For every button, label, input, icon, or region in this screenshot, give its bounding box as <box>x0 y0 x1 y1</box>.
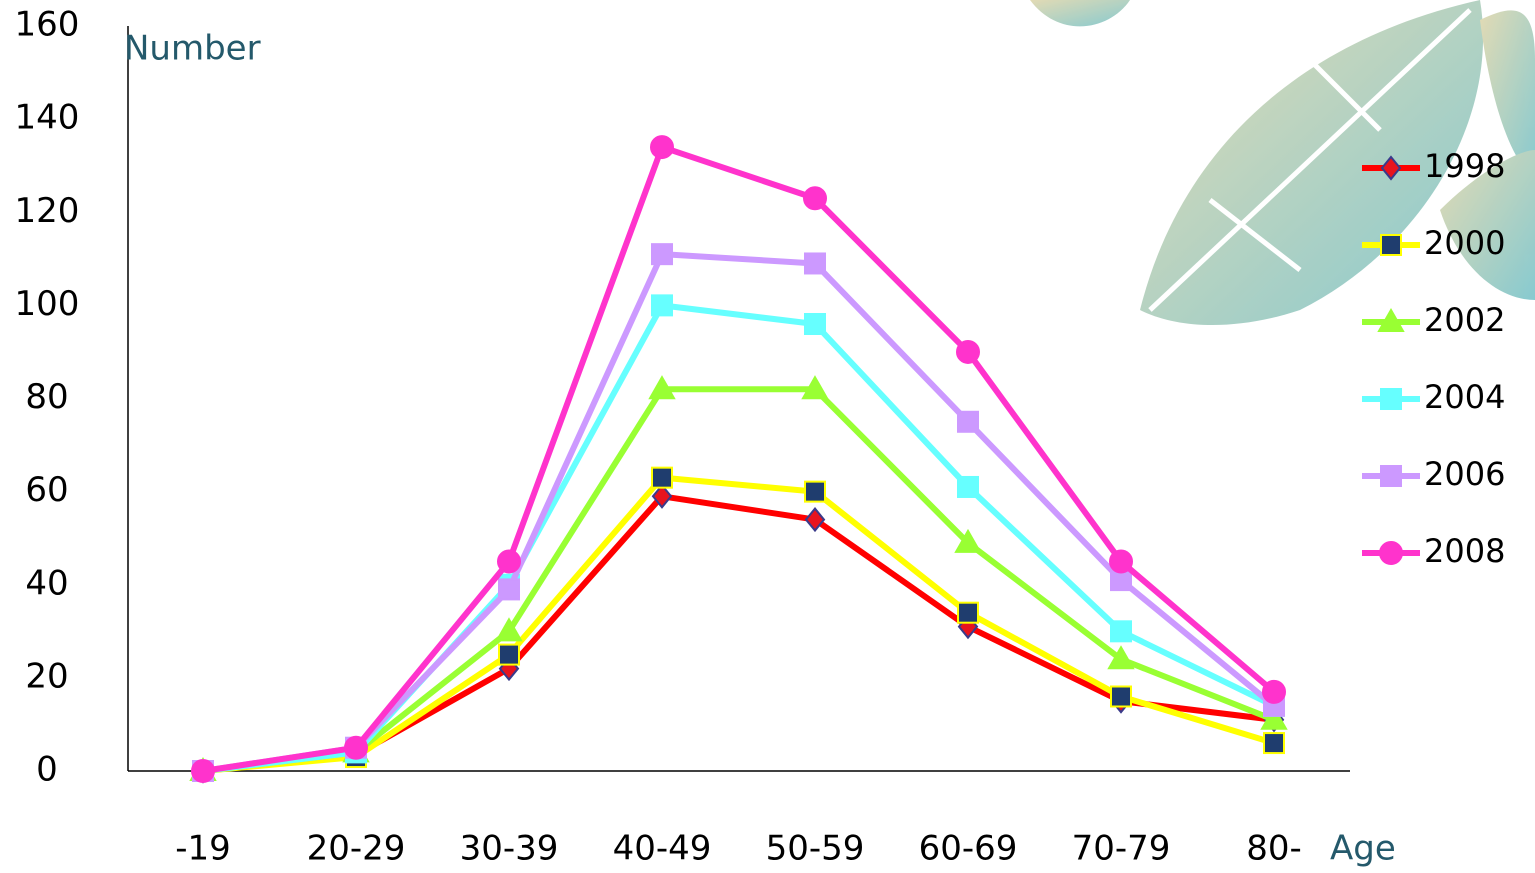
x-tick-label: 30-39 <box>460 829 559 869</box>
y-tick-label: 160 <box>15 5 80 45</box>
legend-label: 1998 <box>1424 147 1505 185</box>
legend-label: 2004 <box>1424 378 1505 416</box>
marker <box>805 314 825 334</box>
legend-label: 2000 <box>1424 224 1505 262</box>
marker <box>345 737 367 759</box>
legend-item: 2008 <box>1362 532 1505 570</box>
marker <box>652 468 672 488</box>
y-tick-label: 0 <box>36 750 58 790</box>
y-tick-label: 20 <box>25 656 68 696</box>
marker <box>1111 621 1131 641</box>
marker <box>1111 687 1131 707</box>
marker <box>1380 542 1402 564</box>
marker <box>804 187 826 209</box>
marker <box>805 482 825 502</box>
marker <box>1110 550 1132 572</box>
marker <box>1381 389 1401 409</box>
legend-label: 2006 <box>1424 455 1505 493</box>
marker <box>651 136 673 158</box>
marker <box>499 645 519 665</box>
marker <box>652 244 672 264</box>
x-tick-label: 20-29 <box>307 829 406 869</box>
legend-item: 2004 <box>1362 378 1505 416</box>
marker <box>805 253 825 273</box>
marker <box>1263 681 1285 703</box>
series-line <box>203 147 1274 771</box>
y-tick-label: 120 <box>15 191 80 231</box>
marker <box>958 412 978 432</box>
x-tick-label: 80- <box>1246 829 1302 869</box>
marker <box>652 295 672 315</box>
legend-item: 2006 <box>1362 455 1505 493</box>
marker <box>499 579 519 599</box>
y-tick-label: 60 <box>25 470 68 510</box>
x-tick-label: 60-69 <box>919 829 1018 869</box>
series <box>192 136 1285 782</box>
x-tick-label: 40-49 <box>613 829 712 869</box>
x-tick-label: 70-79 <box>1072 829 1171 869</box>
chart: Number Age 0 20 40 60 80 100 120 140 160 -19 20-29… <box>0 0 1535 873</box>
marker <box>1264 733 1284 753</box>
marker <box>1381 235 1401 255</box>
y-tick-label: 100 <box>15 284 80 324</box>
legend-item: 2002 <box>1362 301 1505 339</box>
x-axis-title: Age <box>1330 829 1396 869</box>
marker <box>958 603 978 623</box>
marker <box>957 341 979 363</box>
y-tick-label: 40 <box>25 563 68 603</box>
legend-label: 2008 <box>1424 532 1505 570</box>
x-tick-label: 50-59 <box>766 829 865 869</box>
marker <box>498 550 520 572</box>
y-tick-label: 140 <box>15 98 80 138</box>
marker <box>192 760 214 782</box>
legend-label: 2002 <box>1424 301 1505 339</box>
marker <box>1381 466 1401 486</box>
y-axis-title: Number <box>124 29 261 69</box>
page: {"chart_data": { "type": "line", "y_labe… <box>0 0 1535 873</box>
marker <box>958 477 978 497</box>
x-tick-label: -19 <box>175 829 231 869</box>
y-tick-label: 80 <box>25 377 68 417</box>
